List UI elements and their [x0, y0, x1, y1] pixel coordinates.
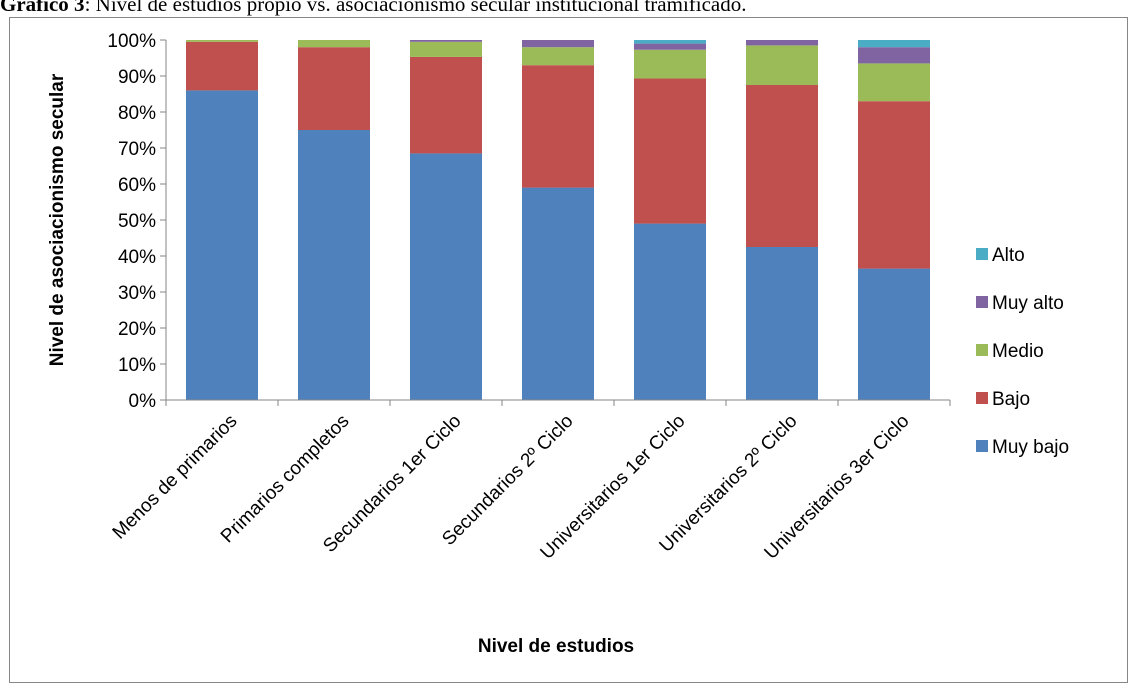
chart-caption: Gráfico 3: Nivel de estudios propio vs. …: [0, 0, 1129, 22]
bar-segment-muy-alto-4: [522, 40, 594, 48]
y-tick-label: 50%: [118, 211, 156, 232]
bar-segment-muy-bajo-1: [186, 90, 258, 401]
legend: Alto Muy alto Medio Bajo Muy bajo: [976, 245, 1069, 458]
y-tick-label: 40%: [118, 247, 156, 268]
legend-swatch-alto: [976, 248, 988, 260]
bar-segment-alto-5: [634, 40, 706, 44]
y-tick-label: 60%: [118, 175, 156, 196]
bar-segment-medio-5: [634, 49, 706, 79]
bar-segment-medio-3: [410, 41, 482, 57]
bar-segment-bajo-4: [522, 65, 594, 188]
y-tick-label: 0%: [129, 391, 157, 412]
caption-label: Gráfico 3: [0, 0, 85, 16]
legend-swatch-muy-bajo: [976, 440, 988, 452]
bar-segment-medio-2: [298, 40, 370, 48]
caption-text: : Nivel de estudios propio vs. asociacio…: [84, 0, 747, 16]
bar-segment-medio-4: [522, 47, 594, 66]
bar-segment-muy-bajo-7: [858, 268, 930, 400]
bar-segment-muy-bajo-2: [298, 130, 370, 400]
y-axis-title: Nivel de asociacionismo secular: [47, 73, 68, 366]
bar-segment-medio-1: [186, 40, 258, 42]
bar-segment-muy-bajo-5: [634, 223, 706, 400]
legend-label-muy-alto: Muy alto: [992, 293, 1064, 314]
bar-segment-bajo-5: [634, 78, 706, 224]
bar-segment-bajo-1: [186, 41, 258, 91]
legend-label-muy-bajo: Muy bajo: [992, 437, 1069, 458]
x-axis-title: Nivel de estudios: [478, 636, 634, 657]
x-tick-label: Primarios completos: [217, 411, 354, 548]
bar-segment-muy-alto-7: [858, 47, 930, 64]
bar-segment-bajo-3: [410, 56, 482, 154]
bar-segment-bajo-6: [746, 85, 818, 247]
y-tick-label: 30%: [118, 283, 156, 304]
x-tick-label: Menos de primarios: [109, 411, 242, 544]
bar-segment-bajo-2: [298, 47, 370, 131]
y-tick-label: 100%: [107, 31, 156, 52]
legend-swatch-muy-alto: [976, 296, 988, 308]
legend-label-medio: Medio: [992, 341, 1044, 362]
bars-group: [186, 40, 930, 401]
bar-segment-medio-7: [858, 63, 930, 102]
bar-segment-muy-bajo-4: [522, 187, 594, 400]
bar-segment-medio-6: [746, 45, 818, 85]
legend-swatch-bajo: [976, 392, 988, 404]
y-tick-label: 10%: [118, 355, 156, 376]
bar-segment-muy-alto-5: [634, 43, 706, 50]
legend-label-alto: Alto: [992, 245, 1025, 266]
y-tick-label: 80%: [118, 103, 156, 124]
y-tick-label: 90%: [118, 67, 156, 88]
bar-segment-muy-alto-6: [746, 40, 818, 46]
y-tick-label: 70%: [118, 139, 156, 160]
y-tick-label: 20%: [118, 319, 156, 340]
bar-segment-muy-alto-3: [410, 40, 482, 42]
y-tick-labels: 0% 10% 20% 30% 40% 50% 60% 70% 80% 90% 100%: [107, 31, 166, 412]
bar-segment-bajo-7: [858, 101, 930, 269]
bar-segment-muy-bajo-3: [410, 153, 482, 400]
legend-label-bajo: Bajo: [992, 389, 1030, 410]
legend-swatch-medio: [976, 344, 988, 356]
bar-segment-muy-bajo-6: [746, 247, 818, 400]
bar-segment-alto-7: [858, 40, 930, 48]
